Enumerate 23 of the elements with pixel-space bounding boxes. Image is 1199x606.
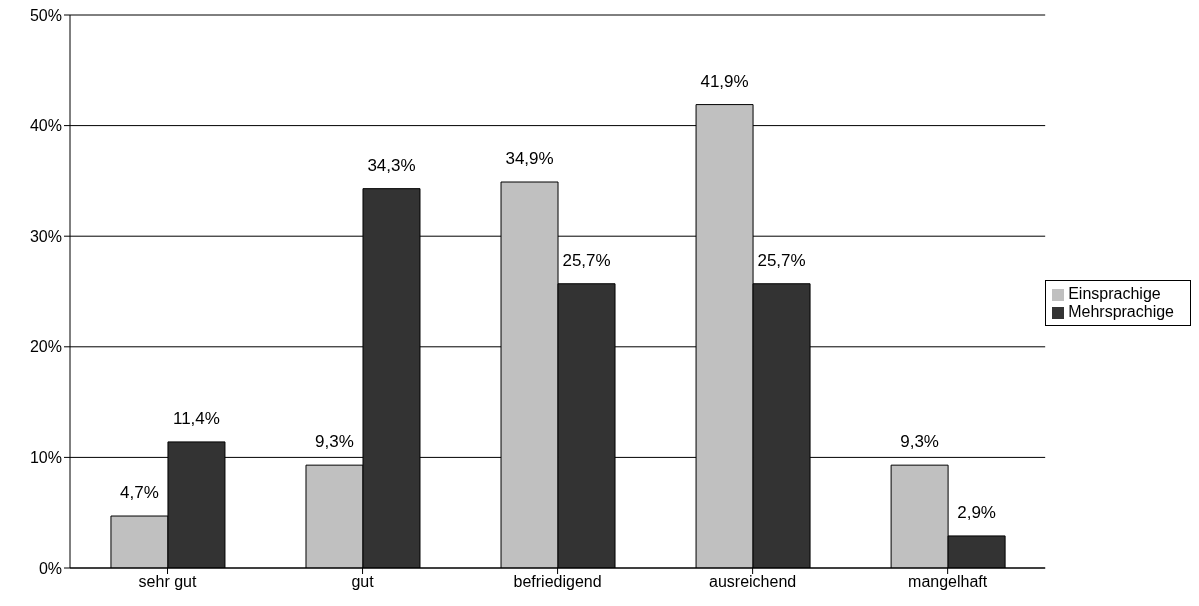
data-label: 9,3% bbox=[315, 432, 354, 452]
y-tick-label: 0% bbox=[38, 559, 62, 577]
y-tick-label: 40% bbox=[29, 117, 62, 135]
legend-label: Einsprachige bbox=[1068, 285, 1161, 302]
data-label: 41,9% bbox=[700, 71, 749, 91]
legend-label: Mehrsprachige bbox=[1068, 303, 1174, 320]
y-tick-label: 50% bbox=[29, 6, 62, 24]
data-label: 2,9% bbox=[957, 502, 996, 522]
data-label: 25,7% bbox=[562, 250, 611, 270]
x-tick-label: mangelhaft bbox=[908, 573, 988, 591]
x-tick-label: gut bbox=[351, 573, 375, 591]
y-tick-label: 20% bbox=[29, 338, 62, 356]
x-tick-label: befriedigend bbox=[513, 573, 602, 591]
y-tick-label: 10% bbox=[29, 449, 62, 467]
data-label: 4,7% bbox=[120, 483, 159, 503]
data-label: 34,3% bbox=[367, 155, 416, 175]
data-label: 25,7% bbox=[757, 250, 806, 270]
data-label: 34,9% bbox=[505, 149, 554, 169]
x-tick-label: sehr gut bbox=[138, 573, 197, 591]
x-tick-label: ausreichend bbox=[709, 573, 797, 591]
data-label: 9,3% bbox=[900, 432, 939, 452]
data-label: 11,4% bbox=[172, 408, 220, 428]
y-tick-label: 30% bbox=[29, 227, 62, 245]
